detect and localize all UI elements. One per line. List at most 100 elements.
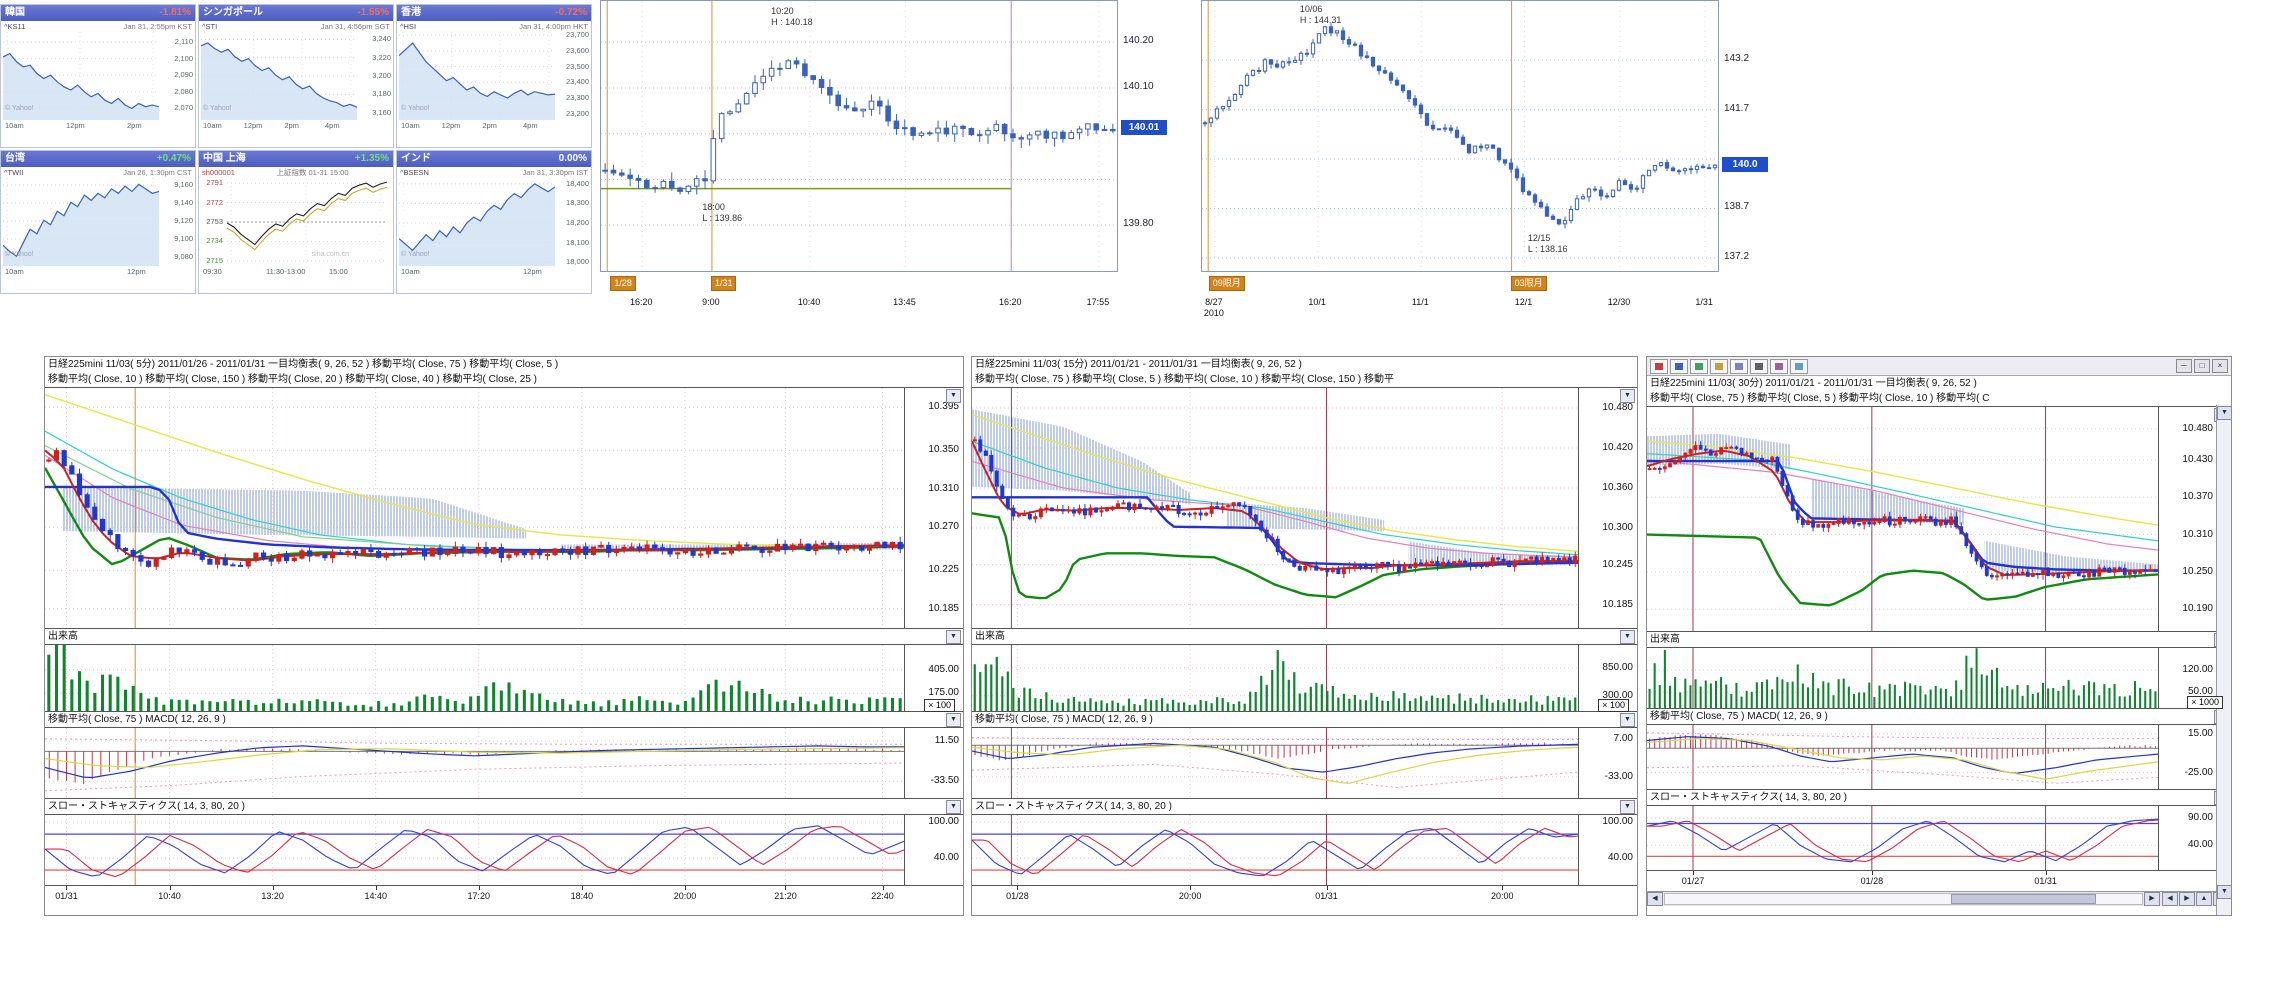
macd-header-row: 移動平均( Close, 75 ) MACD( 12, 26, 9 ) ▼	[1647, 708, 2231, 724]
market-name: 中国 上海	[203, 153, 246, 164]
price-tick-label: 10.310	[928, 482, 959, 494]
collapse-stoch-button[interactable]: ▼	[946, 800, 961, 814]
price-tick-label: 10.360	[1602, 482, 1633, 493]
nikkei225mini-5min-panel[interactable]: 日経225mini 11/03( 5分) 2011/01/26 - 2011/0…	[44, 356, 964, 916]
zoom-in-button[interactable]: ▲	[2196, 892, 2212, 906]
scroll-left-button[interactable]: ◀	[1647, 892, 1663, 906]
market-xtick: 11:30-13:00	[266, 267, 306, 276]
nikkei225mini-15min-panel[interactable]: 日経225mini 11/03( 15分) 2011/01/21 - 2011/…	[971, 356, 1638, 916]
toolbar-button-7[interactable]	[1770, 358, 1788, 374]
time-tick-label: 12/30	[1607, 297, 1631, 307]
stoch-plot[interactable]	[1647, 806, 2159, 870]
price-plot[interactable]	[45, 388, 905, 628]
macd-plot[interactable]	[45, 728, 905, 798]
toolbar-button-5[interactable]	[1730, 358, 1748, 374]
minimize-icon[interactable]: ─	[2176, 359, 2192, 373]
scrollbar-track[interactable]	[1664, 893, 2143, 905]
macd-chart-section[interactable]: 15.00 -25.00	[1647, 724, 2231, 789]
market-xaxis: 10am 12pm	[3, 267, 159, 277]
macd-chart-section[interactable]: 11.50 -33.50	[45, 727, 963, 798]
toolbar-button-8[interactable]	[1790, 358, 1808, 374]
page-left-button[interactable]: ◀	[2162, 892, 2178, 906]
toolbar-button-1[interactable]	[1650, 358, 1668, 374]
price-tick-label: 10.370	[2182, 491, 2213, 503]
market-panel-taiwan[interactable]: 台湾 +0.47% ^TWII Jan 26, 1:30pm CST 9,160 9,14…	[0, 150, 196, 294]
strip-collapse-top-button[interactable]: ▼	[2217, 406, 2232, 420]
collapse-volume-button[interactable]: ▼	[946, 630, 961, 644]
market-panel-hongkong[interactable]: 香港 -0.72% ^HSI Jan 31, 4:00pm HKT 23,700 23,6…	[396, 4, 592, 148]
market-ytick: 2,080	[174, 86, 193, 96]
market-panel-korea[interactable]: 韓国 -1.81% ^KS11 Jan 31, 2:55pm KST 2,110 2,10…	[0, 4, 196, 148]
volume-plot[interactable]	[1647, 648, 2159, 708]
macd-plot[interactable]	[972, 728, 1579, 798]
volume-plot[interactable]	[45, 645, 905, 711]
market-ytick: 2,090	[174, 70, 193, 80]
close-icon[interactable]: ×	[2212, 359, 2228, 373]
stoch-plot[interactable]	[45, 815, 905, 885]
jgb-futures-daily-chart[interactable]: 10/06 H : 144.31 12/15 L : 138.16 143.2 141.…	[1201, 0, 1791, 332]
collapse-stoch-button[interactable]: ▼	[1620, 800, 1635, 814]
toolbar-button-icon	[1715, 362, 1723, 370]
collapse-price-button[interactable]: ▼	[1620, 389, 1635, 403]
stoch-chart-section[interactable]: 90.00 40.00	[1647, 805, 2231, 870]
price-chart-section[interactable]: 10.480 10.430 10.370 10.310 10.250 10.190 ▼	[1647, 406, 2231, 631]
horizontal-scrollbar[interactable]: ◀▶◀▶▲▼	[1647, 891, 2231, 906]
price-tick-label: 10.270	[928, 521, 959, 533]
macd-plot[interactable]	[1647, 725, 2159, 789]
strip-collapse-bottom-button[interactable]: ▼	[2217, 885, 2232, 899]
annotation-value: H : 140.18	[771, 16, 813, 27]
market-panel-shanghai[interactable]: 中国 上海 +1.35% sh000001 上証指数 01-31 15:00 2791 2…	[198, 150, 394, 294]
market-xaxis: 10am 12pm 2pm 4pm	[399, 121, 555, 131]
price-chart-section[interactable]: 10.395 10.350 10.310 10.270 10.225 10.185 ▼	[45, 387, 963, 628]
market-subheader: ^BSESN Jan 31, 3:30pm IST	[397, 167, 591, 178]
toolbar-button-3[interactable]	[1690, 358, 1708, 374]
toolbar-button-6[interactable]	[1750, 358, 1768, 374]
volume-chart-section[interactable]: 850.00 300.00 × 100	[972, 644, 1637, 712]
collapse-macd-button[interactable]: ▼	[946, 713, 961, 727]
market-panel-singapore[interactable]: シンガポール -1.55% ^STI Jan 31, 4:56pm SGT 3,240 3…	[198, 4, 394, 148]
watermark: sina.com.cn	[311, 251, 349, 258]
intraday-chart-plot[interactable]: 10:20 H : 140.18 18:00 L : 139.86	[600, 0, 1118, 272]
page-right-button[interactable]: ▶	[2179, 892, 2195, 906]
time-tick-mark	[882, 886, 884, 890]
macd-chart-section[interactable]: 7.00 -33.00	[972, 727, 1637, 798]
macd-label: 移動平均( Close, 75 ) MACD( 12, 26, 9 )	[1650, 711, 1828, 722]
daily-chart-plot[interactable]: 10/06 H : 144.31 12/15 L : 138.16	[1201, 0, 1719, 272]
maximize-icon[interactable]: □	[2194, 359, 2210, 373]
market-xtick: 10am	[401, 121, 420, 130]
volume-header-row: 出来高 ▼	[972, 628, 1637, 644]
volume-tick-label: 405.00	[928, 663, 959, 675]
time-tick-mark	[581, 886, 583, 890]
market-xtick: 2pm	[127, 121, 142, 130]
market-ytick: 2791	[206, 178, 223, 188]
stoch-chart-section[interactable]: 100.00 40.00	[972, 814, 1637, 885]
price-plot[interactable]	[1647, 407, 2159, 631]
market-panel-header: 韓国 -1.81%	[1, 5, 195, 21]
toolbar-button-4[interactable]	[1710, 358, 1728, 374]
scroll-right-button[interactable]: ▶	[2144, 892, 2160, 906]
toolbar-button-icon	[1655, 362, 1663, 370]
volume-plot[interactable]	[972, 645, 1579, 711]
stoch-header-row: スロー・ストキャスティクス( 14, 3, 80, 20 ) ▼	[1647, 789, 2231, 805]
collapse-volume-button[interactable]: ▼	[1620, 630, 1635, 644]
toolbar-button-icon	[1675, 362, 1683, 370]
volume-chart-section[interactable]: 120.00 50.00 × 1000	[1647, 647, 2231, 709]
stoch-plot[interactable]	[972, 815, 1579, 885]
jgb-futures-intraday-chart[interactable]: 10:20 H : 140.18 18:00 L : 139.86 140.20 140…	[600, 0, 1190, 332]
volume-chart-section[interactable]: 405.00 175.00 × 100	[45, 644, 963, 712]
daily-price-axis: 143.2 141.7 138.7 137.2 140.0	[1721, 0, 1791, 272]
scrollbar-thumb[interactable]	[1951, 894, 2097, 904]
price-chart-section[interactable]: 10.480 10.420 10.360 10.300 10.245 10.185 ▼	[972, 387, 1637, 628]
market-symbol: ^KS11	[4, 22, 26, 31]
price-plot[interactable]	[972, 388, 1579, 628]
toolbar-button-2[interactable]	[1670, 358, 1688, 374]
stoch-chart-section[interactable]: 100.00 40.00	[45, 814, 963, 885]
volume-header-row: 出来高 ▼	[45, 628, 963, 644]
collapse-macd-button[interactable]: ▼	[1620, 713, 1635, 727]
nikkei225mini-30min-panel[interactable]: ─ □ × 日経225mini 11/03( 30分) 2011/01/21 - 2…	[1646, 356, 2232, 916]
collapse-price-button[interactable]: ▼	[946, 389, 961, 403]
market-symbol: sh000001	[202, 168, 235, 177]
market-panel-india[interactable]: インド 0.00% ^BSESN Jan 31, 3:30pm IST 18,400 18…	[396, 150, 592, 294]
market-ytick: 3,240	[372, 34, 391, 44]
